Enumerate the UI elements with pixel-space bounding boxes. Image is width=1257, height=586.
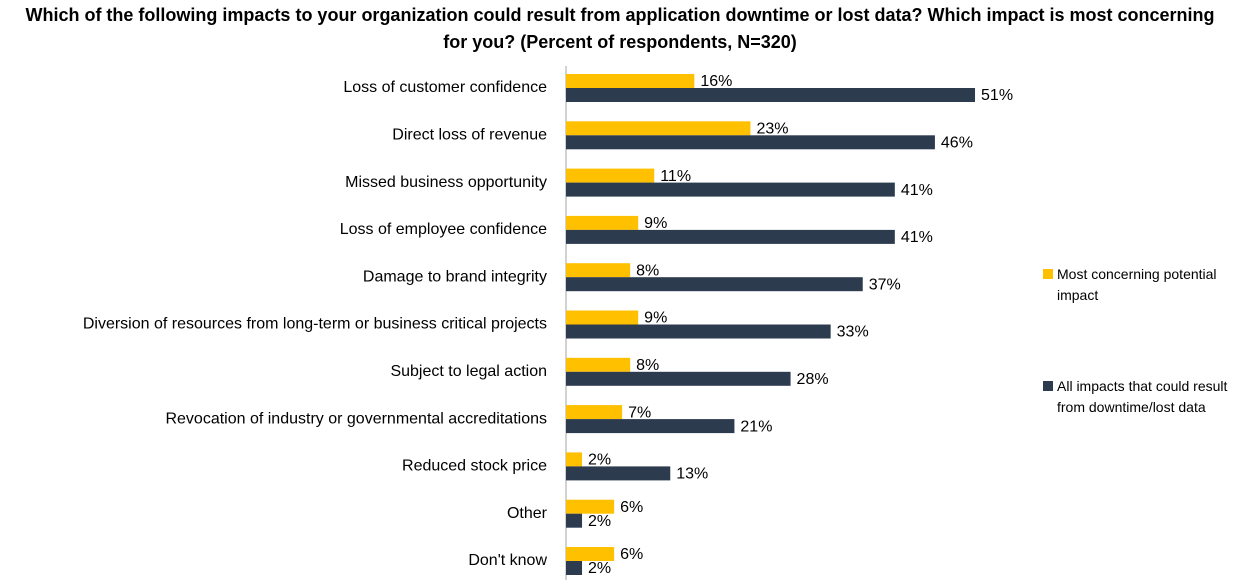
value-label: 41% bbox=[901, 182, 933, 199]
value-label: 33% bbox=[837, 324, 869, 341]
bar bbox=[566, 277, 863, 292]
category-label: Don't know bbox=[468, 552, 547, 569]
category-label: Loss of employee confidence bbox=[340, 221, 547, 238]
bar bbox=[566, 452, 583, 467]
bar bbox=[566, 74, 695, 88]
value-label: 16% bbox=[700, 73, 732, 90]
value-label: 46% bbox=[941, 135, 973, 152]
bar bbox=[566, 357, 631, 372]
value-label: 7% bbox=[628, 404, 651, 421]
bar bbox=[566, 513, 583, 528]
bar bbox=[566, 229, 895, 244]
value-label: 2% bbox=[588, 560, 611, 577]
category-label: Subject to legal action bbox=[390, 363, 547, 380]
category-label: Revocation of industry or governmental a… bbox=[165, 410, 547, 427]
chart-title: Which of the following impacts to your o… bbox=[25, 5, 1215, 52]
bar bbox=[566, 121, 751, 136]
category-label: Missed business opportunity bbox=[345, 174, 547, 191]
bar bbox=[566, 419, 735, 434]
value-label: 9% bbox=[644, 310, 667, 327]
value-label: 13% bbox=[676, 466, 708, 483]
category-label: Reduced stock price bbox=[402, 458, 547, 475]
value-label: 23% bbox=[756, 121, 788, 138]
value-label: 51% bbox=[981, 87, 1013, 104]
category-label: Loss of customer confidence bbox=[343, 79, 547, 96]
bar bbox=[566, 168, 655, 183]
value-label: 8% bbox=[636, 357, 659, 374]
category-label: Other bbox=[507, 505, 548, 522]
value-label: 37% bbox=[869, 276, 901, 293]
value-label: 2% bbox=[588, 452, 611, 469]
value-label: 6% bbox=[620, 546, 643, 563]
value-label: 6% bbox=[620, 499, 643, 516]
bar bbox=[566, 263, 631, 278]
value-label: 28% bbox=[797, 371, 829, 388]
legend-swatch bbox=[1043, 381, 1053, 391]
category-label: Direct loss of revenue bbox=[392, 127, 547, 144]
legend-item: All impacts that could result from downt… bbox=[1043, 376, 1253, 418]
value-label: 9% bbox=[644, 215, 667, 232]
legend-label: Most concerning potential impact bbox=[1057, 266, 1217, 303]
value-label: 21% bbox=[740, 418, 772, 435]
value-label: 11% bbox=[660, 168, 691, 185]
value-label: 8% bbox=[636, 262, 659, 279]
legend-label: All impacts that could result from downt… bbox=[1057, 378, 1228, 415]
bar bbox=[566, 135, 935, 150]
bar bbox=[566, 547, 615, 561]
bar bbox=[566, 466, 671, 481]
bar bbox=[566, 88, 976, 102]
bar bbox=[566, 561, 583, 575]
legend-swatch bbox=[1043, 269, 1053, 279]
bar bbox=[566, 215, 639, 230]
bar bbox=[566, 310, 639, 325]
bar bbox=[566, 405, 623, 420]
category-label: Diversion of resources from long-term or… bbox=[83, 316, 547, 333]
bar bbox=[566, 324, 831, 339]
legend-item: Most concerning potential impact bbox=[1043, 264, 1253, 306]
value-label: 2% bbox=[588, 513, 611, 530]
category-label: Damage to brand integrity bbox=[363, 268, 547, 285]
bar bbox=[566, 499, 615, 514]
bar bbox=[566, 182, 895, 197]
bar bbox=[566, 371, 791, 386]
value-label: 41% bbox=[901, 229, 933, 246]
